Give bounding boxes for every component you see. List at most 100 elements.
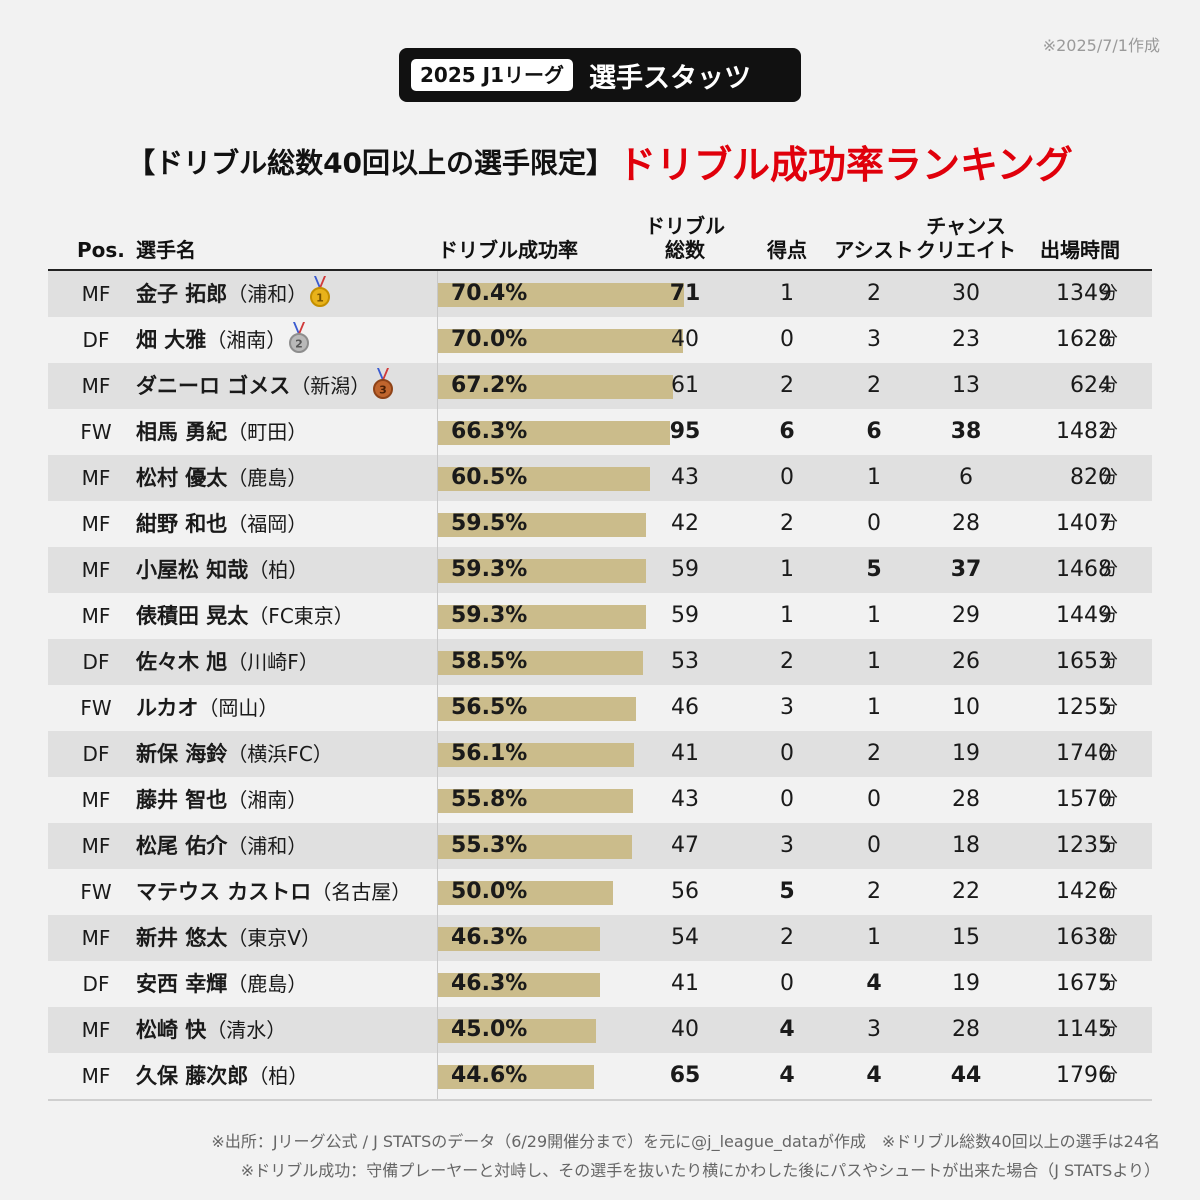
player-name-cell: 佐々木 旭（川崎F）: [136, 639, 319, 685]
chances-created: 44: [950, 1063, 982, 1088]
rate-bar: [438, 881, 613, 905]
assists: 5: [866, 557, 882, 582]
dribbles-total: 40: [671, 1017, 699, 1042]
dribbles-total: 59: [671, 557, 699, 582]
minutes-unit: 分: [1100, 927, 1118, 948]
dribbles-total: 71: [669, 281, 701, 306]
minutes-unit: 分: [1100, 881, 1118, 902]
dribbles-total: 54: [671, 925, 699, 950]
player-name-cell: 金子 拓郎（浦和） 1: [136, 271, 331, 317]
subtitle-ranking: ドリブル成功率ランキング: [618, 143, 1073, 187]
rate-bar: [438, 421, 670, 445]
dribbles-total: 41: [671, 971, 699, 996]
rate-bar: [438, 467, 650, 491]
player-position: FW: [80, 696, 112, 720]
rate-bar: [438, 927, 600, 951]
table-row: MF ダニーロ ゴメス（新潟） 3 67.2% 61 2 2 13 624 分: [48, 363, 1152, 409]
rate-label: 66.3%: [451, 419, 528, 444]
chances-created: 38: [950, 419, 982, 444]
table-row: MF 藤井 智也（湘南） 55.8% 43 0 0 28 1570 分: [48, 777, 1152, 823]
subtitle-condition: 【ドリブル総数40回以上の選手限定】: [127, 146, 615, 180]
minutes-played: 1255: [1056, 695, 1112, 720]
assists: 2: [867, 281, 881, 306]
dribbles-total: 65: [669, 1063, 701, 1088]
goals: 3: [780, 695, 794, 720]
player-position: DF: [82, 972, 110, 996]
footnote-source: ※出所：Jリーグ公式 / J STATSのデータ（6/29開催分まで）を元に@j…: [211, 1132, 1160, 1151]
rate-label: 55.3%: [451, 833, 528, 858]
rate-label: 58.5%: [451, 649, 528, 674]
rate-bar: [438, 789, 634, 813]
minutes-played: 1638: [1056, 925, 1112, 950]
player-name-cell: 安西 幸輝（鹿島）: [136, 961, 307, 1007]
player-team: （浦和）: [227, 282, 308, 306]
player-position: DF: [82, 650, 110, 674]
player-position: MF: [81, 374, 111, 398]
goals: 0: [780, 465, 794, 490]
assists: 3: [867, 327, 881, 352]
dribbles-total: 59: [671, 603, 699, 628]
player-position: MF: [81, 926, 111, 950]
player-position: MF: [81, 1018, 111, 1042]
player-position: MF: [81, 604, 111, 628]
dribbles-total: 46: [671, 695, 699, 720]
assists: 1: [867, 649, 881, 674]
player-team: （浦和）: [227, 834, 308, 858]
chances-created: 10: [952, 695, 980, 720]
player-name: 新保 海鈴: [136, 742, 228, 766]
minutes-unit: 分: [1100, 283, 1118, 304]
minutes-played: 1796: [1056, 1063, 1112, 1088]
rate-bar: [438, 559, 646, 583]
minutes-played: 1407: [1056, 511, 1112, 536]
chances-created: 15: [952, 925, 980, 950]
chances-created: 28: [952, 787, 980, 812]
rate-label: 56.5%: [451, 695, 528, 720]
title-banner: 2025 J1リーグ 選手スタッツ: [399, 48, 801, 102]
minutes-unit: 分: [1100, 467, 1118, 488]
medal-icon: 1: [310, 276, 331, 307]
footnote-definition: ※ドリブル成功：守備プレーヤーと対峙し、その選手を抜いたり横にかわした後にパスや…: [240, 1161, 1160, 1180]
rate-bar: [438, 697, 636, 721]
minutes-played: 1628: [1056, 327, 1112, 352]
chances-created: 30: [952, 281, 980, 306]
table-row: MF 新井 悠太（東京V） 46.3% 54 2 1 15 1638 分: [48, 915, 1152, 961]
rate-label: 60.5%: [451, 465, 528, 490]
rate-label: 70.4%: [451, 281, 528, 306]
assists: 2: [867, 373, 881, 398]
table-row: FW マテウス カストロ（名古屋） 50.0% 56 5 2 22 1426 分: [48, 869, 1152, 915]
minutes-unit: 分: [1100, 559, 1118, 580]
rate-label: 70.0%: [451, 327, 528, 352]
chances-created: 13: [952, 373, 980, 398]
player-name: 松尾 佑介: [136, 834, 228, 858]
minutes-played: 1482: [1056, 419, 1112, 444]
goals: 2: [780, 925, 794, 950]
player-team: （横浜FC）: [227, 742, 333, 766]
header-goals: 得点: [767, 238, 807, 262]
table-row: FW ルカオ（岡山） 56.5% 46 3 1 10 1255 分: [48, 685, 1152, 731]
minutes-unit: 分: [1100, 743, 1118, 764]
table-row: DF 佐々木 旭（川崎F） 58.5% 53 2 1 26 1653 分: [48, 639, 1152, 685]
player-position: MF: [81, 512, 111, 536]
table-row: MF 久保 藤次郎（柏） 44.6% 65 4 4 44 1796 分: [48, 1053, 1152, 1099]
table-header: Pos. 選手名 ドリブル成功率 ドリブル 総数 得点 アシスト チャンス クリ…: [48, 210, 1152, 270]
rate-label: 59.3%: [451, 557, 528, 582]
player-team: （東京V）: [227, 926, 321, 950]
player-name: 松崎 快: [136, 1018, 207, 1042]
player-team: （川崎F）: [227, 650, 319, 674]
rate-label: 56.1%: [451, 741, 528, 766]
player-position: FW: [80, 880, 112, 904]
player-name-cell: 小屋松 知哉（柏）: [136, 547, 308, 593]
table-row: MF 俵積田 晃太（FC東京） 59.3% 59 1 1 29 1449 分: [48, 593, 1152, 639]
player-name: 新井 悠太: [136, 926, 228, 950]
chances-created: 26: [952, 649, 980, 674]
ranking-table: MF 金子 拓郎（浦和） 1 70.4% 71 1 2 30 1349 分 DF 畑 大雅（湘南） 2 7…: [48, 271, 1152, 1099]
player-name: 紺野 和也: [136, 512, 228, 536]
player-name-cell: マテウス カストロ（名古屋）: [136, 869, 411, 915]
goals: 3: [780, 833, 794, 858]
player-name: ルカオ: [136, 696, 199, 720]
goals: 5: [779, 879, 795, 904]
player-name-cell: 松村 優太（鹿島）: [136, 455, 307, 501]
header-dribbles-line2: 総数: [665, 238, 705, 262]
goals: 1: [780, 281, 794, 306]
player-team: （鹿島）: [227, 972, 308, 996]
